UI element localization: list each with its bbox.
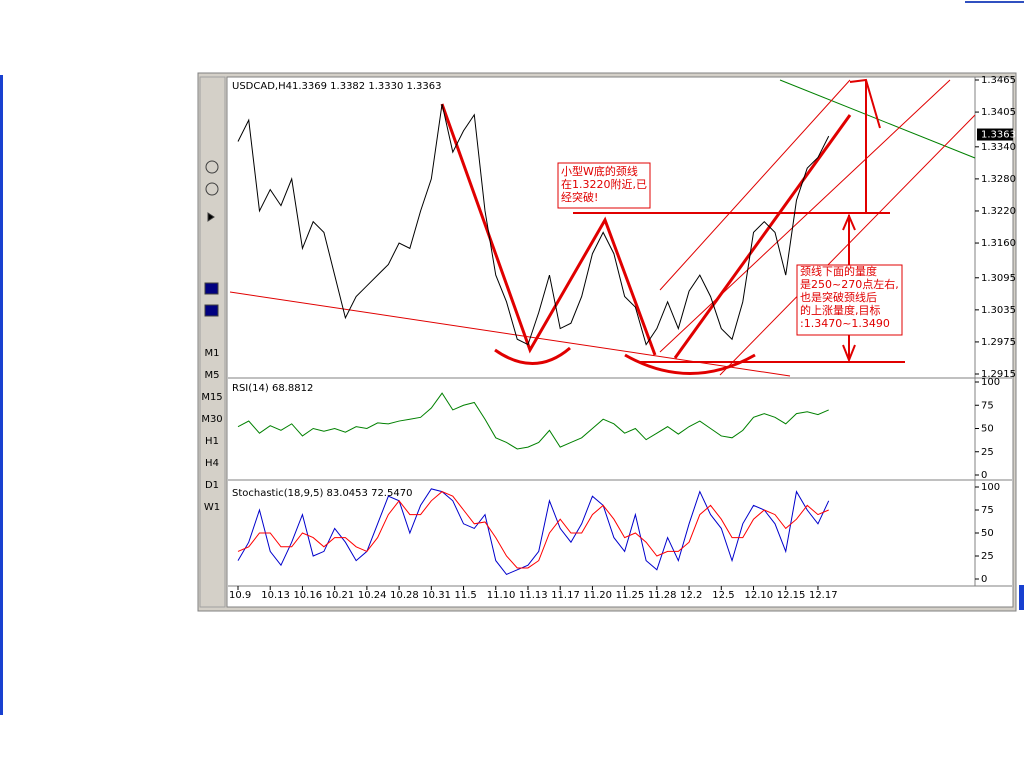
x-tick-label: 10.24 [358, 590, 387, 601]
annotation: 小型W底的颈线 [561, 164, 638, 178]
y-tick-label: 1.3035 [981, 305, 1016, 316]
y-tick-label: 50 [981, 528, 994, 539]
y-tick-label: 75 [981, 400, 994, 411]
x-tick-label: 11.13 [519, 590, 548, 601]
timeframe-button[interactable]: H4 [205, 458, 219, 469]
y-tick-label: 25 [981, 551, 994, 562]
annotation: 在1.3220附近,已 [561, 177, 647, 191]
panel-title: USDCAD,H4 [232, 81, 292, 92]
x-tick-label: 11.17 [551, 590, 580, 601]
x-tick-label: 10.28 [390, 590, 419, 601]
x-tick-label: 11.28 [648, 590, 677, 601]
x-tick-label: 11.5 [455, 590, 477, 601]
x-tick-label: 11.20 [583, 590, 612, 601]
x-tick-label: 11.25 [616, 590, 645, 601]
panel-title: Stochastic(18,9,5) 83.0453 72.5470 [232, 488, 412, 499]
panel-values: 1.3369 1.3382 1.3330 1.3363 [292, 81, 442, 92]
overlays [229, 78, 976, 377]
y-tick-label: 1.3220 [981, 206, 1016, 217]
annotation: 的上涨量度,目标 [800, 303, 881, 317]
x-tick-label: 12.10 [745, 590, 774, 601]
timeframe-button[interactable]: W1 [204, 502, 220, 513]
annotation: 经突破! [561, 190, 598, 204]
edge [0, 655, 3, 715]
chart-window [226, 76, 1014, 608]
timeframe-button[interactable]: M30 [201, 414, 222, 425]
y-tick-label: 75 [981, 505, 994, 516]
x-tick-label: 11.10 [487, 590, 516, 601]
y-tick-label: 1.2975 [981, 337, 1016, 348]
edge [1019, 585, 1024, 610]
price-label: 1.3363 [981, 130, 1016, 141]
x-tick-label: 12.5 [712, 590, 734, 601]
y-tick-label: 25 [981, 447, 994, 458]
x-tick-label: 10.21 [326, 590, 355, 601]
timeframe-button[interactable]: M15 [201, 392, 222, 403]
timeframe-button[interactable]: M1 [205, 348, 220, 359]
y-tick-label: 50 [981, 424, 994, 435]
annotation: 也是突破颈线后 [800, 290, 877, 304]
y-tick-label: 1.2915 [981, 369, 1016, 380]
line [237, 488, 830, 576]
y-tick-label: 1.3340 [981, 142, 1016, 153]
timeframe-button[interactable]: D1 [205, 480, 219, 491]
line [237, 491, 829, 569]
x-tick-label: 10.31 [422, 590, 451, 601]
annotation: :1.3470~1.3490 [800, 317, 890, 330]
x-tick-label: 12.17 [809, 590, 838, 601]
y-tick-label: 1.3405 [981, 107, 1016, 118]
x-tick-label: 10.16 [293, 590, 322, 601]
y-tick-label: 1.3095 [981, 273, 1016, 284]
timeframe-button[interactable]: M5 [205, 370, 220, 381]
y-tick-label: 100 [981, 377, 1000, 388]
y-tick-label: 1.3465 [981, 75, 1016, 86]
annotation: 颈线下面的量度 [800, 264, 877, 278]
x-tick-label: 12.15 [777, 590, 806, 601]
y-tick-label: 100 [981, 482, 1000, 493]
annotation: 是250~270点左右, [800, 277, 899, 291]
toolbar [199, 76, 226, 608]
line [237, 103, 830, 346]
panel-title: RSI(14) 68.8812 [232, 383, 313, 394]
line [237, 392, 829, 450]
y-tick-label: 0 [981, 574, 987, 585]
y-tick-label: 0 [981, 470, 987, 481]
x-tick-label: 10.13 [261, 590, 290, 601]
timeframe-button[interactable]: H1 [205, 436, 219, 447]
tool-icons [204, 160, 219, 317]
y-tick-label: 1.3160 [981, 238, 1016, 249]
price-marker [977, 128, 1013, 141]
y-tick-label: 1.3280 [981, 174, 1016, 185]
x-tick-label: 10.9 [229, 590, 251, 601]
edge [0, 75, 3, 655]
x-tick-label: 12.2 [680, 590, 702, 601]
